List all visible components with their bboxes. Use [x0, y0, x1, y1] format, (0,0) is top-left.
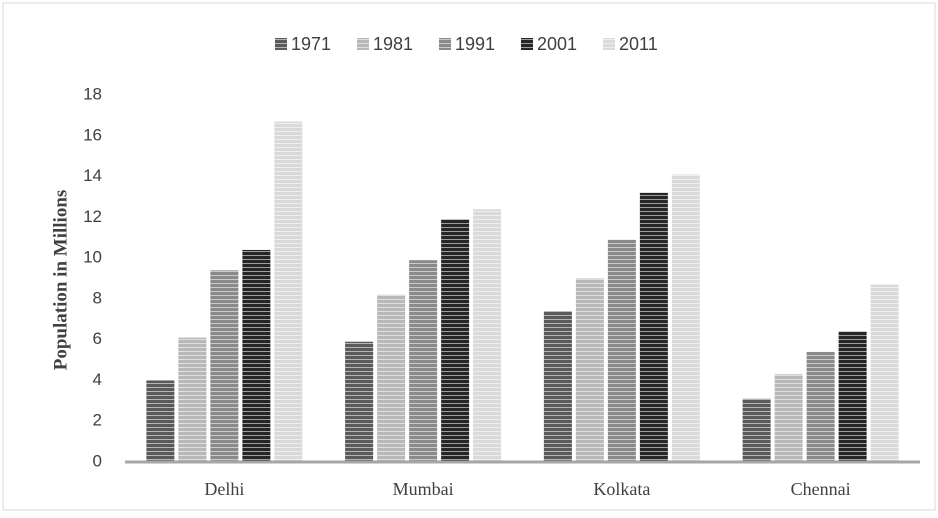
bar — [607, 239, 636, 462]
bar — [543, 311, 572, 462]
y-tick-label: 10 — [83, 248, 102, 267]
y-tick-label: 6 — [93, 329, 102, 348]
bar — [409, 260, 438, 462]
legend-label: 2011 — [619, 34, 658, 54]
bar — [274, 121, 303, 462]
y-tick-label: 18 — [83, 84, 102, 103]
y-tick-label: 4 — [93, 370, 102, 389]
legend-label: 1981 — [373, 34, 413, 54]
bar — [178, 337, 207, 462]
y-tick-label: 12 — [83, 207, 102, 226]
bar — [146, 380, 175, 462]
bar — [345, 341, 374, 462]
bar — [806, 351, 835, 462]
bar — [870, 284, 899, 462]
bar — [671, 174, 700, 462]
bar — [742, 398, 771, 462]
bar — [210, 270, 239, 462]
y-tick-label: 16 — [83, 125, 102, 144]
bar — [441, 219, 470, 462]
bar — [473, 209, 502, 462]
x-tick-label: Delhi — [204, 479, 244, 499]
y-tick-label: 0 — [93, 451, 102, 470]
legend-swatch — [357, 38, 369, 50]
legend-label: 1971 — [291, 34, 331, 54]
legend-swatch — [275, 38, 287, 50]
bar — [774, 374, 803, 462]
x-tick-label: Kolkata — [593, 479, 650, 499]
bar — [575, 278, 604, 462]
y-tick-label: 2 — [93, 411, 102, 430]
x-tick-label: Mumbai — [393, 479, 454, 499]
legend-label: 1991 — [455, 34, 495, 54]
bar — [242, 249, 271, 462]
legend-swatch — [603, 38, 615, 50]
y-axis-label: Population in Millions — [50, 190, 71, 371]
bar — [639, 192, 668, 462]
y-tick-label: 8 — [93, 288, 102, 307]
y-tick-label: 14 — [83, 166, 102, 185]
bar — [838, 331, 867, 462]
legend-label: 2001 — [537, 34, 577, 54]
legend-swatch — [439, 38, 451, 50]
legend-swatch — [521, 38, 533, 50]
bar — [377, 294, 406, 462]
x-tick-label: Chennai — [791, 479, 851, 499]
